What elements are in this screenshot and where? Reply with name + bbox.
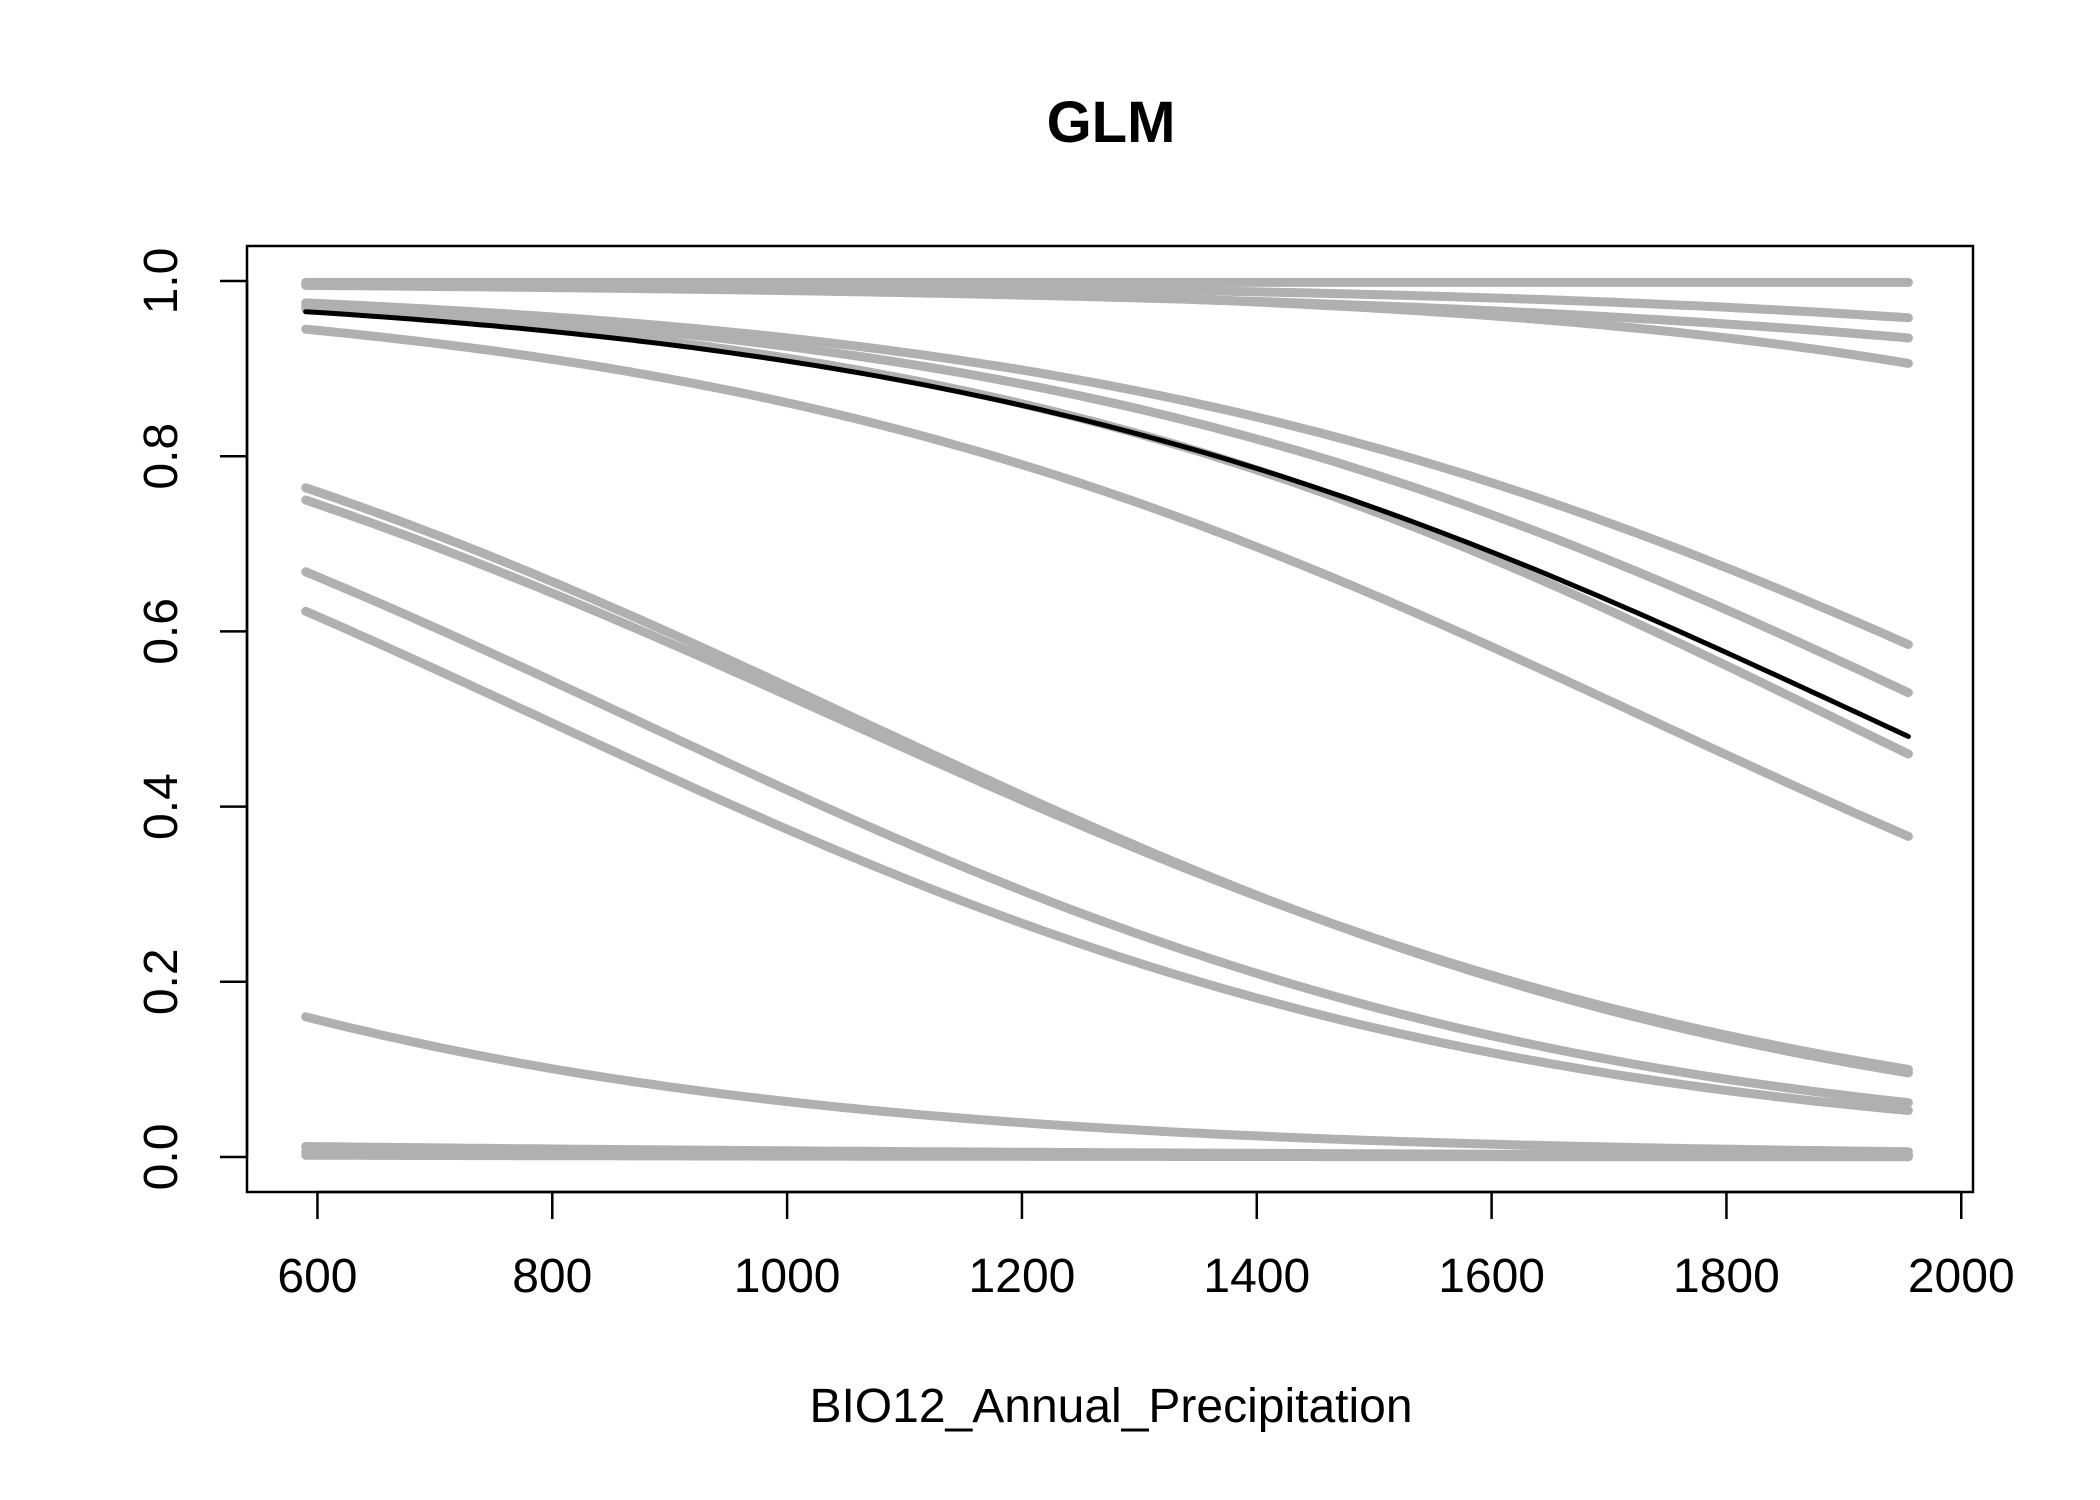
x-tick-label: 1000 [734,1250,841,1303]
y-tick-label: 0.8 [135,423,188,490]
y-tick-label: 1.0 [135,248,188,315]
x-tick-label: 2000 [1908,1250,2015,1303]
x-tick-label: 800 [512,1250,592,1303]
x-tick-label: 1400 [1203,1250,1310,1303]
x-axis-label: BIO12_Annual_Precipitation [809,1380,1412,1433]
run-response-curve-8 [301,324,1913,841]
response-curves [301,277,1913,1162]
run-response-curve-16 [301,1150,1913,1162]
x-tick-label: 1800 [1673,1250,1780,1303]
mean-response-curve [303,309,1911,739]
x-tick-label: 600 [277,1250,357,1303]
x-axis: 600 800 1000 1200 1400 1600 1800 2000 [277,1190,2015,1303]
run-response-curve-7 [301,304,1913,759]
y-tick-label: 0.0 [135,1124,188,1191]
x-tick-label: 1200 [969,1250,1076,1303]
run-response-curve-6 [301,301,1913,698]
run-response-curve-10 [301,495,1913,1074]
y-tick-label: 0.6 [135,598,188,665]
chart-title: GLM [1047,90,1176,155]
run-response-curve-5 [301,298,1913,649]
run-response-curve-9 [301,483,1913,1078]
y-axis: 0.0 0.2 0.4 0.6 0.8 1.0 [135,248,249,1191]
run-response-curve-11 [301,567,1913,1108]
run-response-curve-12 [301,606,1913,1115]
y-tick-label: 0.2 [135,948,188,1015]
y-tick-label: 0.4 [135,773,188,840]
run-response-curve-4 [301,279,1913,368]
run-response-curve-13 [301,1012,1913,1157]
x-tick-label: 1600 [1438,1250,1545,1303]
